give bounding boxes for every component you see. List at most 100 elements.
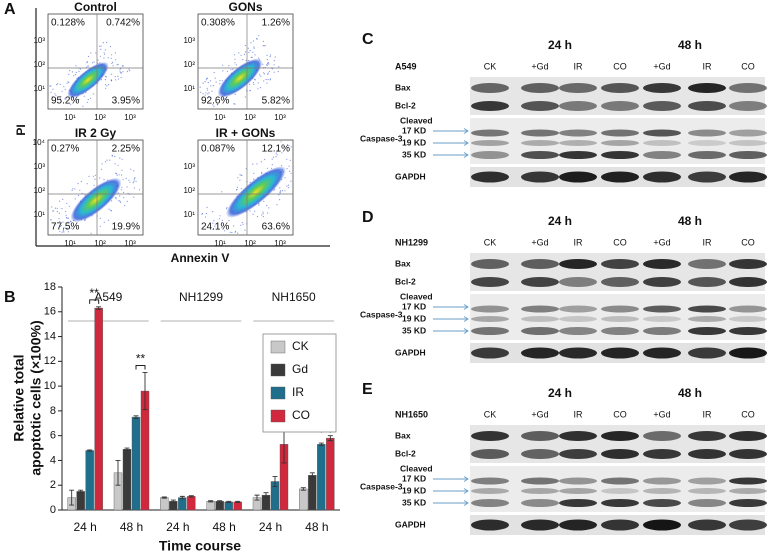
event-dot — [202, 93, 204, 95]
y-tick-label: 8 — [50, 405, 56, 417]
row-label: Bcl-2 — [395, 448, 416, 458]
event-dot — [202, 82, 204, 84]
protein-band — [688, 316, 726, 322]
error-bar — [78, 489, 84, 494]
protein-band — [643, 140, 681, 146]
plot-frame — [197, 13, 294, 110]
row-label: Bcl-2 — [395, 276, 416, 286]
protein-band — [559, 259, 597, 269]
protein-band — [471, 129, 509, 137]
protein-band — [729, 431, 767, 441]
event-dot — [124, 204, 126, 207]
panel-label: B — [4, 289, 16, 306]
panel-label: A — [4, 1, 16, 18]
event-dot — [54, 93, 56, 95]
event-dot — [63, 231, 65, 233]
event-dot — [51, 206, 53, 208]
protein-band — [643, 129, 681, 137]
event-dot — [229, 231, 231, 233]
y-tick-label: 16 — [44, 306, 56, 318]
error-bar — [87, 449, 93, 452]
protein-band — [688, 259, 726, 269]
event-dot — [281, 152, 283, 154]
protein-band — [521, 277, 559, 287]
event-dot — [263, 72, 265, 74]
event-dot — [133, 181, 135, 183]
error-bar — [318, 442, 324, 447]
protein-band — [471, 499, 509, 507]
x-tick-label: 24 h — [166, 520, 189, 534]
lane-label: CK — [484, 237, 497, 247]
event-dot — [117, 63, 119, 66]
error-bar — [263, 492, 269, 499]
event-dot — [289, 170, 291, 172]
protein-band — [688, 171, 726, 183]
event-dot — [121, 158, 123, 160]
event-dot — [236, 188, 238, 191]
quadrant-value: 92.6% — [201, 96, 229, 107]
error-bar — [161, 496, 167, 499]
protein-band — [729, 305, 767, 313]
bar — [131, 416, 141, 511]
event-dot — [111, 54, 113, 56]
event-dot — [129, 70, 131, 72]
event-dot — [268, 70, 270, 72]
protein-band — [688, 519, 726, 531]
legend-label: Gd — [292, 362, 308, 376]
event-dot — [87, 55, 90, 58]
event-dot — [258, 204, 260, 206]
event-dot — [73, 75, 75, 77]
event-dot — [267, 72, 269, 74]
event-dot — [99, 55, 101, 57]
lane-label: IR — [574, 237, 584, 247]
protein-band — [688, 449, 726, 459]
protein-band — [521, 488, 559, 494]
event-dot — [74, 99, 76, 101]
protein-band — [559, 305, 597, 313]
event-dot — [258, 57, 260, 59]
protein-band — [643, 431, 681, 441]
protein-band — [688, 431, 726, 441]
event-dot — [110, 57, 112, 59]
event-dot — [249, 90, 251, 92]
error-bar — [235, 500, 241, 504]
protein-band — [729, 140, 767, 146]
event-dot — [106, 85, 108, 87]
event-dot — [264, 45, 266, 47]
quadrant-value: 24.1% — [201, 222, 229, 233]
error-bar — [179, 495, 185, 500]
event-dot — [61, 208, 63, 210]
event-dot — [207, 93, 209, 95]
event-dot — [65, 98, 67, 100]
event-dot — [64, 88, 66, 90]
event-dot — [120, 76, 122, 79]
event-dot — [99, 217, 101, 219]
event-dot — [74, 74, 77, 76]
error-bar — [69, 489, 75, 506]
event-dot — [63, 86, 65, 88]
event-dot — [108, 208, 110, 210]
band-arrow — [433, 500, 469, 506]
cell-line-label: NH1299 — [395, 237, 428, 247]
event-dot — [121, 186, 123, 188]
protein-band — [471, 259, 509, 269]
event-dot — [290, 146, 292, 148]
event-dot — [135, 180, 137, 182]
protein-band — [643, 277, 681, 287]
event-dot — [78, 70, 80, 72]
event-dot — [262, 216, 264, 218]
event-dot — [90, 232, 92, 234]
event-dot — [204, 94, 206, 96]
event-dot — [52, 222, 54, 224]
event-dot — [86, 62, 88, 64]
event-dot — [242, 59, 244, 61]
event-dot — [103, 52, 105, 54]
event-dot — [62, 221, 64, 223]
protein-band — [601, 305, 639, 313]
event-dot — [78, 98, 80, 101]
event-dot — [219, 80, 221, 82]
event-dot — [56, 84, 58, 86]
event-dot — [258, 35, 260, 37]
event-dot — [60, 224, 62, 227]
event-dot — [105, 161, 107, 163]
